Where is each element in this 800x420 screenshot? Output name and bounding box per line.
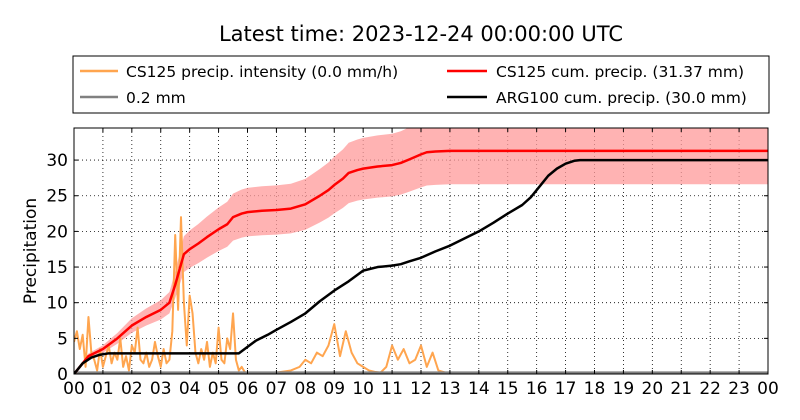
x-tick-label: 11 [381,379,403,399]
arg100-cum-line [74,158,768,374]
x-tick-label: 19 [613,379,635,399]
x-tick-label: 21 [670,379,692,399]
legend-label-intensity: CS125 precip. intensity (0.0 mm/h) [126,63,398,81]
x-tick-label: 01 [92,379,114,399]
x-tick-label: 17 [555,379,577,399]
x-tick-label: 02 [121,379,143,399]
x-tick-label: 12 [410,379,432,399]
y-tick-label: 10 [46,294,68,314]
y-tick-label: 20 [46,222,68,242]
x-tick-label: 13 [439,379,461,399]
x-tick-label: 08 [295,379,317,399]
x-tick-label: 00 [757,379,779,399]
x-tick-label: 09 [323,379,345,399]
x-tick-label: 14 [468,379,490,399]
x-tick-label: 16 [526,379,548,399]
x-tick-label: 15 [497,379,519,399]
x-tick-label: 00 [63,379,85,399]
legend-frame [72,55,770,114]
x-tick-label: 22 [699,379,721,399]
legend-label-threshold: 0.2 mm [126,89,186,107]
y-tick-label: 15 [46,258,68,278]
x-tick-label: 06 [237,379,259,399]
x-tick-label: 05 [208,379,230,399]
y-axis-label: Precipitation [21,198,41,304]
plot-data [74,128,768,374]
x-tick-label: 04 [179,379,201,399]
y-tick-label: 30 [46,151,68,171]
cs125-uncertainty-band [74,128,768,374]
legend-label-arg100-cum: ARG100 cum. precip. (30.0 mm) [496,89,747,107]
x-tick-label: 07 [266,379,288,399]
chart-title: Latest time: 2023-12-24 00:00:00 UTC [219,22,623,46]
cs125-cum-line [74,149,768,374]
intensity-line [74,216,768,374]
x-tick-label: 18 [584,379,606,399]
x-tick-label: 23 [728,379,750,399]
legend-label-cs125-cum: CS125 cum. precip. (31.37 mm) [496,63,744,81]
y-tick-label: 25 [46,187,68,207]
x-tick-label: 10 [352,379,374,399]
legend: CS125 precip. intensity (0.0 mm/h) CS125… [72,55,770,114]
x-tick-label: 20 [642,379,664,399]
y-tick-label: 5 [57,329,68,349]
y-tick-label: 0 [57,365,68,385]
axis-ticks: 00 01 02 03 04 05 06 07 08 09 10 11 12 13 14 15 16 17 18 19… [46,128,779,399]
x-tick-label: 03 [150,379,172,399]
